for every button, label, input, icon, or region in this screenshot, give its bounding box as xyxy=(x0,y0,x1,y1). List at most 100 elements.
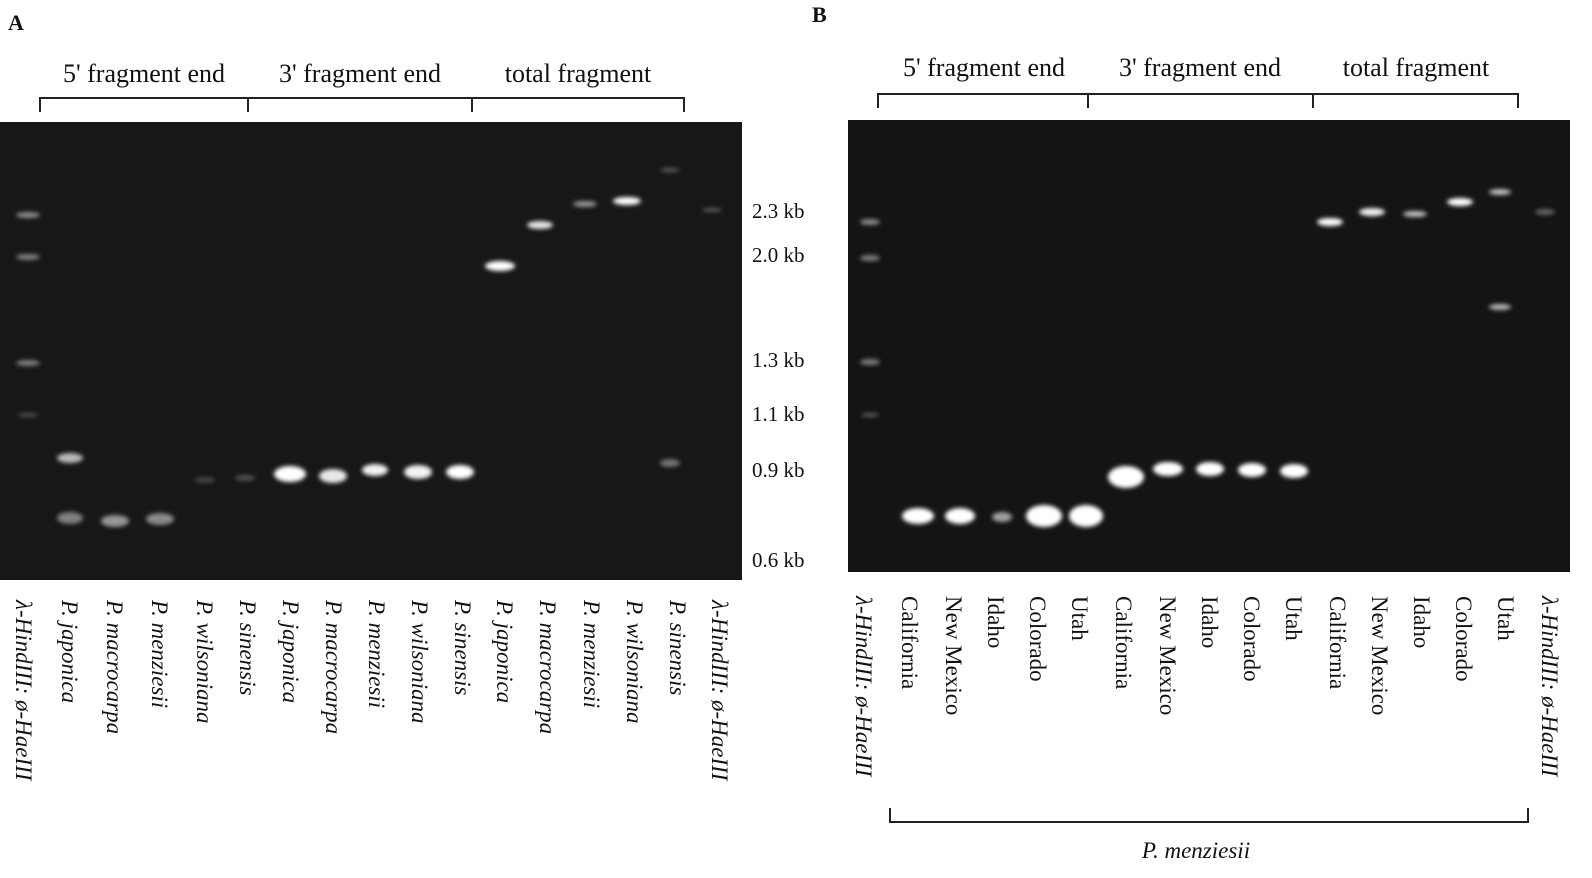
band xyxy=(195,477,215,483)
band xyxy=(274,466,306,482)
lane-label: P. japonica xyxy=(278,599,303,703)
band xyxy=(16,212,40,218)
band xyxy=(860,359,880,365)
band xyxy=(1447,198,1473,206)
lane-label: Idaho xyxy=(1409,596,1434,648)
group-label: 3' fragment end xyxy=(1119,53,1281,82)
band xyxy=(660,459,680,467)
size-marker: 1.3 kb xyxy=(752,348,805,372)
group-label: 3' fragment end xyxy=(279,59,441,88)
lane-label: P. menziesii xyxy=(147,599,172,708)
size-marker: 0.6 kb xyxy=(752,548,805,572)
lane-label: P. menziesii xyxy=(364,599,389,708)
band xyxy=(945,508,975,524)
lane-label: P. macrocarpa xyxy=(102,599,127,734)
band xyxy=(235,475,255,481)
band xyxy=(446,465,474,479)
species-label: P. menziesii xyxy=(1141,838,1250,863)
band xyxy=(1153,462,1183,476)
band xyxy=(404,465,432,479)
lane-label: Utah xyxy=(1493,596,1518,641)
size-marker: 2.0 kb xyxy=(752,243,805,267)
panel-label: B xyxy=(812,2,827,27)
band xyxy=(527,221,553,229)
band xyxy=(1489,304,1511,310)
band xyxy=(57,512,83,524)
lane-label: λ-HindIII: ø-HaeIII xyxy=(851,595,876,778)
lane-label: P. wilsoniana xyxy=(192,599,217,724)
bracket xyxy=(39,97,685,112)
band xyxy=(485,261,515,271)
band xyxy=(902,508,934,524)
lane-label: California xyxy=(1111,596,1136,689)
lane-label: λ-HindIII: ø-HaeIII xyxy=(707,599,732,782)
lane-label: P. sinensis xyxy=(450,599,475,695)
band xyxy=(573,201,597,207)
bracket xyxy=(877,93,1519,108)
lane-label: Colorado xyxy=(1239,596,1264,682)
band xyxy=(1489,189,1511,195)
lane-label: Utah xyxy=(1281,596,1306,641)
lane-label: P. wilsoniana xyxy=(622,599,647,724)
lane-label: Utah xyxy=(1067,596,1092,641)
lane-label: P. macrocarpa xyxy=(321,599,346,734)
lane-label: P. menziesii xyxy=(579,599,604,708)
band xyxy=(861,413,879,417)
bracket xyxy=(889,808,1529,823)
group-label: total fragment xyxy=(1343,53,1490,82)
band xyxy=(319,469,347,483)
band xyxy=(16,360,40,366)
bands xyxy=(16,168,1555,527)
lane-label: P. sinensis xyxy=(235,599,260,695)
lane-label: P. japonica xyxy=(57,599,82,703)
band xyxy=(101,515,129,527)
lane-label: Colorado xyxy=(1025,596,1050,682)
band xyxy=(18,413,38,417)
lane-label: New Mexico xyxy=(941,596,966,715)
band xyxy=(1069,505,1103,527)
band xyxy=(702,208,722,212)
size-marker: 1.1 kb xyxy=(752,402,805,426)
band xyxy=(1535,209,1555,215)
group-label: 5' fragment end xyxy=(63,59,225,88)
lane-label: P. wilsoniana xyxy=(407,599,432,724)
lane-label: λ-HindIII: ø-HaeIII xyxy=(11,599,36,782)
lane-label: λ-HindIII: ø-HaeIII xyxy=(1537,595,1562,778)
gel-b xyxy=(848,120,1570,572)
band xyxy=(660,168,680,172)
lane-label: New Mexico xyxy=(1155,596,1180,715)
lane-label: California xyxy=(1325,596,1350,689)
group-label: total fragment xyxy=(505,59,652,88)
gel-a xyxy=(0,122,742,580)
band xyxy=(16,254,40,260)
lane-label: Idaho xyxy=(1197,596,1222,648)
group-label: 5' fragment end xyxy=(903,53,1065,82)
lane-label: P. sinensis xyxy=(665,599,690,695)
band xyxy=(362,464,388,476)
lane-label: Idaho xyxy=(983,596,1008,648)
lane-label: California xyxy=(897,596,922,689)
band xyxy=(1108,466,1144,488)
size-marker: 2.3 kb xyxy=(752,199,805,223)
band xyxy=(860,255,880,261)
band xyxy=(860,219,880,225)
band xyxy=(146,513,174,525)
band xyxy=(613,197,641,205)
band xyxy=(992,512,1012,522)
band xyxy=(1238,463,1266,477)
lane-label: P. macrocarpa xyxy=(535,599,560,734)
lane-label: New Mexico xyxy=(1367,596,1392,715)
band xyxy=(1359,208,1385,216)
lane-label: Colorado xyxy=(1451,596,1476,682)
band xyxy=(1317,218,1343,226)
panel-label: A xyxy=(8,10,24,35)
band xyxy=(1196,462,1224,476)
band xyxy=(57,453,83,463)
lane-label: P. japonica xyxy=(492,599,517,703)
size-marker: 0.9 kb xyxy=(752,458,805,482)
band xyxy=(1403,211,1427,217)
band xyxy=(1280,464,1308,478)
band xyxy=(1026,505,1062,527)
